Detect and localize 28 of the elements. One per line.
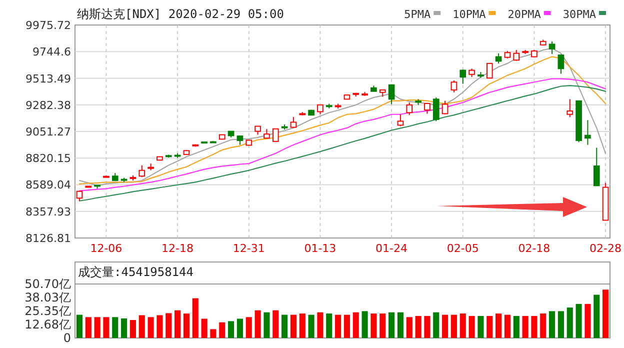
y-tick-label: 0 [63, 331, 71, 345]
y-tick-label: 8357.93 [26, 205, 71, 218]
y-tick-label: 9744.6 [32, 46, 71, 59]
legend-label: 5PMA [404, 8, 431, 21]
x-tick-label: 02-05 [446, 242, 479, 255]
y-tick-label: 9282.38 [26, 98, 71, 112]
y-tick-label: 50.70亿 [24, 277, 71, 291]
y-tick-label: 25.35亿 [24, 304, 71, 318]
x-tick-label: 12-06 [90, 242, 122, 255]
legend-label: 20PMA [508, 8, 542, 21]
x-tick-label: 12-18 [162, 242, 194, 255]
x-tick-label: 01-13 [304, 242, 336, 255]
y-tick-label: 9051.27 [26, 126, 71, 138]
y-tick-label: 9975.72 [26, 19, 71, 32]
x-tick-label: 12-31 [232, 242, 265, 255]
y-tick-label: 38.03亿 [24, 290, 71, 304]
chart-title: 成交量:4541958144 [78, 265, 194, 279]
legend-label: 30PMA [562, 8, 596, 21]
x-tick-label: 02-28 [590, 242, 622, 255]
chart-title: 纳斯达克[NDX] 2020-02-29 05:00 [77, 7, 284, 21]
y-tick-label: 8589.04 [26, 178, 71, 192]
x-tick-label: 02-18 [518, 242, 550, 255]
x-tick-label: 01-24 [376, 242, 408, 255]
y-tick-label: 8126.81 [26, 232, 71, 245]
y-tick-label: 9513.49 [26, 72, 71, 86]
y-tick-label: 12.68亿 [24, 317, 71, 332]
legend-label: 10PMA [452, 8, 486, 21]
y-tick-label: 8820.15 [26, 152, 71, 166]
